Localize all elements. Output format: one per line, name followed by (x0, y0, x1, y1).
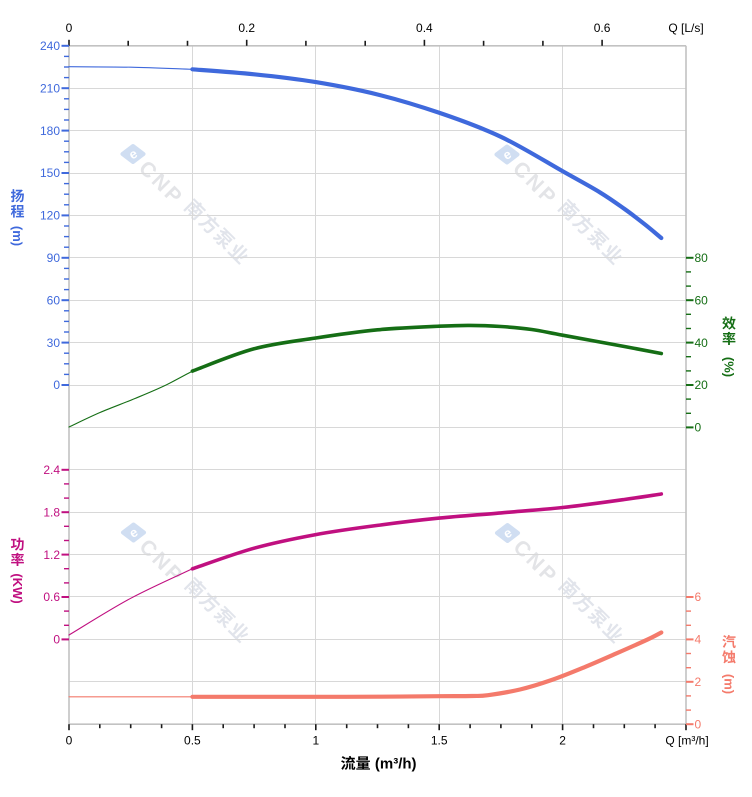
svg-text:2: 2 (559, 734, 566, 748)
svg-text:0: 0 (66, 21, 73, 35)
svg-text:150: 150 (40, 166, 60, 180)
svg-text:0.6: 0.6 (594, 21, 611, 35)
svg-text:(%): (%) (722, 357, 737, 377)
svg-text:20: 20 (695, 378, 709, 392)
svg-text:0.5: 0.5 (184, 734, 201, 748)
svg-text:0: 0 (695, 717, 702, 731)
svg-text:60: 60 (695, 293, 709, 307)
svg-text:1.8: 1.8 (43, 505, 60, 519)
svg-text:0: 0 (53, 633, 60, 647)
svg-text:180: 180 (40, 124, 60, 138)
svg-text:Q [m³/h]: Q [m³/h] (665, 734, 708, 748)
svg-text:0: 0 (53, 378, 60, 392)
svg-text:4: 4 (695, 633, 702, 647)
svg-text:120: 120 (40, 209, 60, 223)
svg-text:1: 1 (312, 734, 319, 748)
svg-text:1.2: 1.2 (43, 548, 60, 562)
svg-text:60: 60 (47, 293, 61, 307)
svg-text:(m): (m) (10, 226, 25, 246)
svg-text:40: 40 (695, 336, 709, 350)
svg-text:(m): (m) (722, 674, 737, 694)
svg-text:(m³/h): (m³/h) (375, 755, 417, 772)
svg-text:2.4: 2.4 (43, 463, 60, 477)
svg-text:90: 90 (47, 251, 61, 265)
svg-text:(KW): (KW) (10, 573, 25, 603)
svg-text:1.5: 1.5 (431, 734, 448, 748)
svg-text:0: 0 (66, 734, 73, 748)
svg-text:210: 210 (40, 81, 60, 95)
svg-text:Q [L/s]: Q [L/s] (668, 21, 703, 35)
svg-text:80: 80 (695, 251, 709, 265)
svg-text:0.4: 0.4 (416, 21, 433, 35)
svg-text:30: 30 (47, 336, 61, 350)
svg-text:2: 2 (695, 675, 702, 689)
svg-text:0.6: 0.6 (43, 590, 60, 604)
svg-text:240: 240 (40, 39, 60, 53)
svg-text:6: 6 (695, 590, 702, 604)
svg-text:0.2: 0.2 (238, 21, 255, 35)
svg-text:0: 0 (695, 421, 702, 435)
